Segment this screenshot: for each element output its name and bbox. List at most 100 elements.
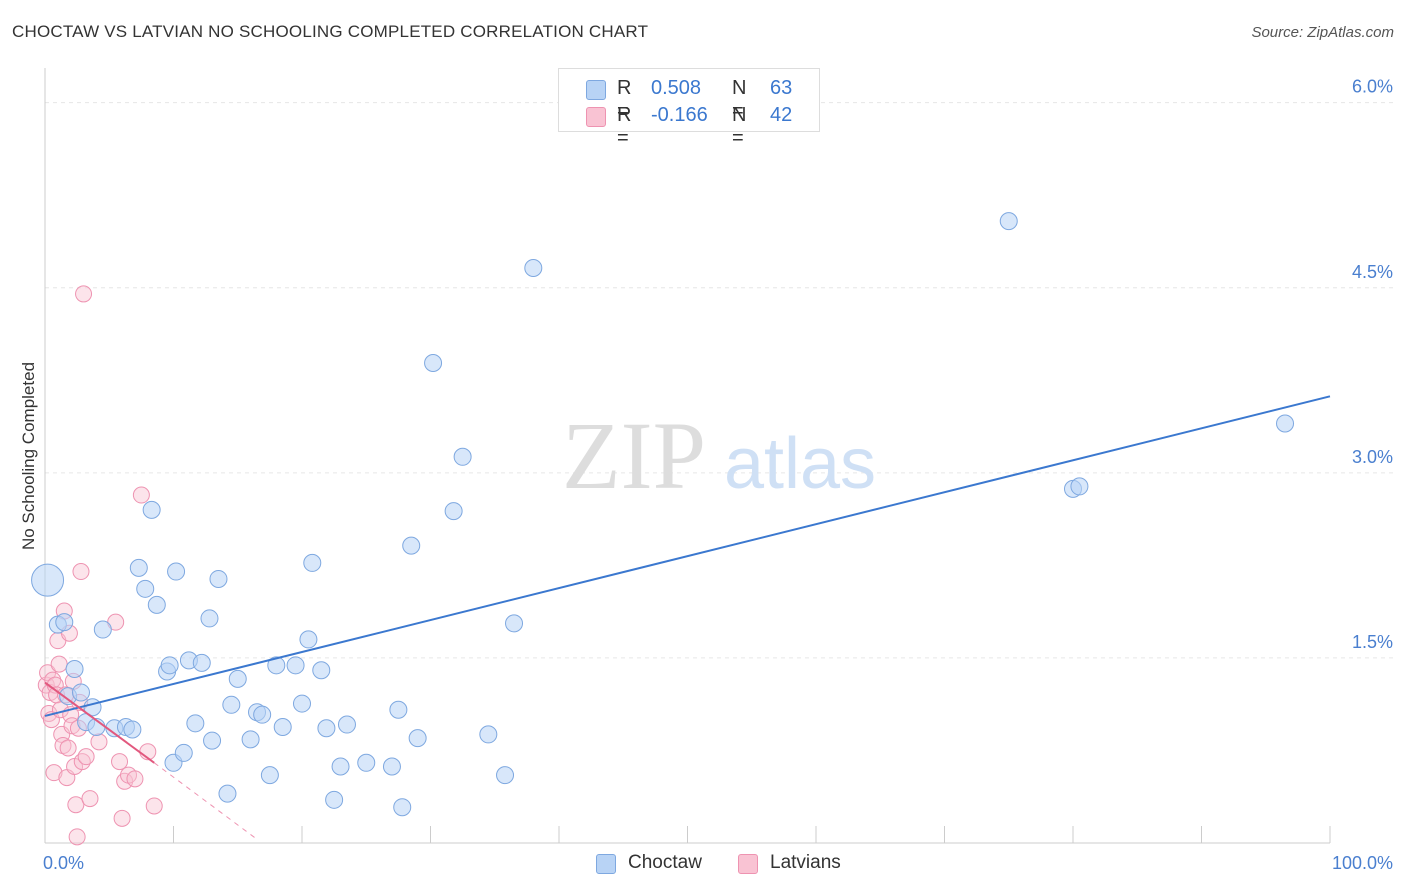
latvians-point: [81, 790, 99, 808]
choctaw-point: [312, 661, 331, 680]
x-tick-label-max: 100.0%: [1332, 853, 1393, 873]
latvians-point: [68, 828, 86, 846]
choctaw-point: [317, 719, 336, 738]
choctaw-point: [424, 354, 443, 373]
choctaw-point: [286, 656, 305, 675]
choctaw-point: [123, 720, 142, 739]
watermark: ZIP atlas: [562, 402, 876, 509]
choctaw-point: [505, 614, 524, 633]
latvians-swatch: [586, 107, 606, 127]
r-label: R =: [617, 104, 632, 149]
choctaw-point: [273, 718, 292, 737]
choctaw-point: [186, 714, 205, 733]
latvians-trend-extension: [153, 762, 258, 840]
latvians-point: [113, 809, 131, 827]
y-tick-label: 6.0%: [1352, 77, 1393, 97]
choctaw-legend-swatch: [596, 854, 616, 874]
latvians-point: [77, 748, 95, 766]
latvians-point: [111, 753, 129, 771]
r-label: R =: [617, 77, 632, 122]
latvians-legend-swatch: [738, 854, 758, 874]
choctaw-point: [222, 695, 241, 714]
latvians-point: [90, 733, 108, 751]
choctaw-point: [1070, 477, 1089, 496]
choctaw-n-value: 63: [770, 77, 793, 99]
chart-title: CHOCTAW VS LATVIAN NO SCHOOLING COMPLETE…: [12, 22, 649, 41]
x-tick-label-min: 0.0%: [43, 853, 84, 873]
latvians-point: [145, 797, 163, 815]
latvians-trend-line: [44, 681, 155, 764]
choctaw-point: [357, 753, 376, 772]
choctaw-point: [325, 790, 344, 809]
choctaw-point: [93, 620, 112, 639]
choctaw-point: [129, 558, 148, 577]
choctaw-point: [142, 500, 161, 519]
tick-labels: 1.5% 3.0% 4.5% 6.0% 0.0% 100.0%: [43, 77, 1393, 873]
choctaw-point: [1276, 414, 1295, 433]
choctaw-point: [524, 259, 543, 278]
watermark-zip: ZIP: [562, 402, 706, 509]
choctaw-point: [160, 656, 179, 675]
choctaw-r-value: 0.508: [651, 77, 702, 99]
y-tick-label: 1.5%: [1352, 632, 1393, 652]
stats-legend: R = 0.508 N = 63 R = -0.166 N = 42: [558, 68, 820, 149]
choctaw-point: [267, 656, 286, 675]
choctaw-point: [71, 683, 90, 702]
n-label: N =: [732, 77, 747, 122]
choctaw-point: [218, 784, 237, 803]
latvians-r-value: -0.166: [651, 104, 708, 126]
choctaw-point: [453, 447, 472, 466]
choctaw-point: [331, 757, 350, 776]
choctaw-point: [389, 700, 408, 719]
choctaw-legend-label: Choctaw: [628, 852, 702, 873]
choctaw-point: [200, 609, 219, 628]
choctaw-point: [209, 569, 228, 588]
choctaw-point: [136, 579, 155, 598]
y-axis-label: No Schooling Completed: [19, 362, 38, 550]
choctaw-point: [408, 729, 427, 748]
latvians-point: [126, 770, 144, 788]
axes: [44, 68, 1331, 844]
latvians-point: [132, 486, 150, 504]
choctaw-point: [303, 553, 322, 572]
choctaw-point: [393, 798, 412, 817]
latvians-point: [50, 655, 68, 673]
latvians-point: [59, 739, 77, 757]
n-label: N =: [732, 104, 747, 149]
choctaw-point: [260, 766, 279, 785]
choctaw-point: [65, 660, 84, 679]
choctaw-swatch: [586, 80, 606, 100]
latvians-legend-label: Latvians: [770, 852, 841, 873]
choctaw-trend-line: [44, 395, 1331, 717]
choctaw-point: [55, 613, 74, 632]
latvians-point: [72, 563, 90, 581]
choctaw-point: [31, 563, 65, 597]
choctaw-point: [479, 725, 498, 744]
choctaw-point: [402, 536, 421, 555]
choctaw-point: [241, 730, 260, 749]
latvians-point: [67, 796, 85, 814]
latvians-n-value: 42: [770, 104, 793, 126]
choctaw-point: [382, 757, 401, 776]
watermark-atlas: atlas: [724, 424, 876, 504]
choctaw-point: [228, 669, 247, 688]
source-credit: Source: ZipAtlas.com: [1251, 24, 1394, 41]
choctaw-point: [203, 731, 222, 750]
choctaw-points: [31, 212, 1295, 817]
choctaw-point: [167, 562, 186, 581]
choctaw-point: [337, 715, 356, 734]
choctaw-point: [496, 766, 515, 785]
choctaw-point: [147, 595, 166, 614]
trend-lines: [44, 395, 1331, 840]
latvians-point: [75, 285, 93, 303]
grid-lines: [45, 102, 1395, 659]
choctaw-point: [999, 212, 1018, 231]
choctaw-point: [174, 743, 193, 762]
latvians-point: [45, 764, 63, 782]
choctaw-point: [192, 653, 211, 672]
y-tick-label: 3.0%: [1352, 447, 1393, 467]
y-tick-label: 4.5%: [1352, 262, 1393, 282]
choctaw-point: [299, 630, 318, 649]
choctaw-point: [253, 705, 272, 724]
